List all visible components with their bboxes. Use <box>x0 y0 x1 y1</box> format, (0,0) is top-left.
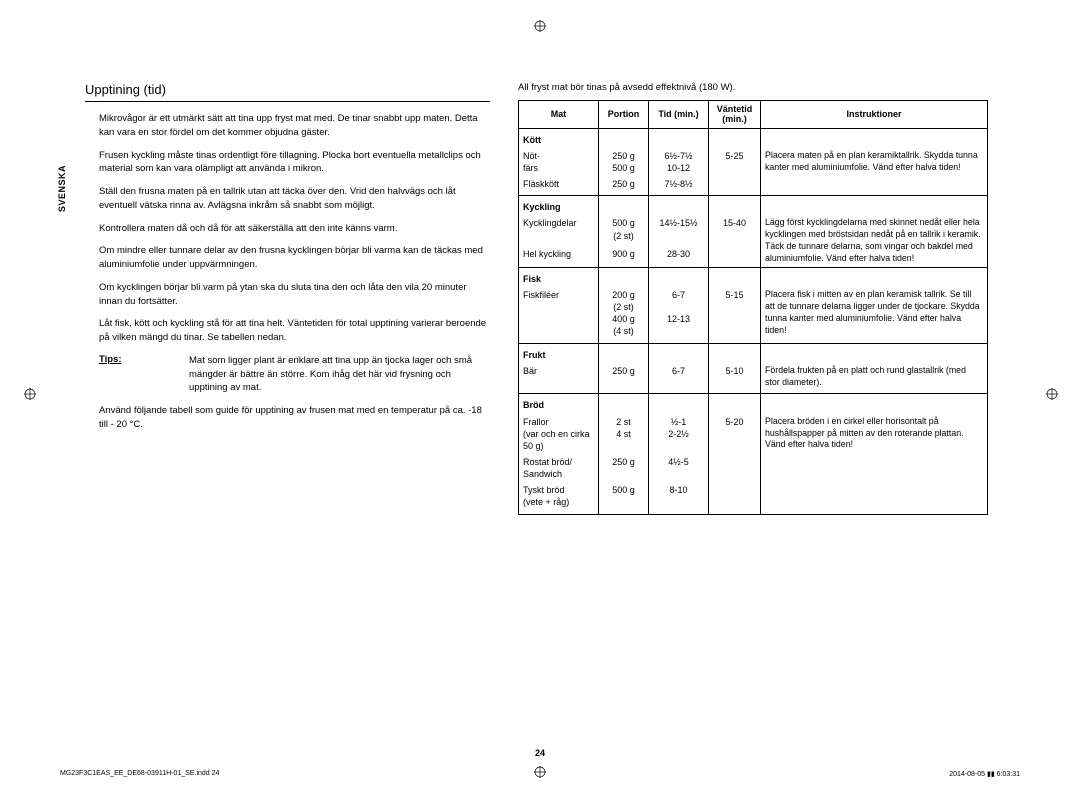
cell: 5-10 <box>709 363 761 394</box>
cell: Hel kyckling <box>519 246 599 267</box>
cell: 250 g <box>599 454 649 482</box>
body-paragraph: Mikrovågor är ett utmärkt sätt att tina … <box>99 112 490 140</box>
th-portion: Portion <box>599 101 649 129</box>
cell: Nöt-färs <box>519 148 599 176</box>
page-content: SVENSKA Upptining (tid) Mikrovågor är et… <box>85 82 995 515</box>
tips-text: Mat som ligger plant är enklare att tina… <box>189 354 490 395</box>
cell: 250 g <box>599 363 649 394</box>
cell: 15-40 <box>709 215 761 267</box>
cell: ½-12-2½ <box>649 414 709 454</box>
right-column: All fryst mat bör tinas på avsedd effekt… <box>518 82 988 515</box>
registration-mark-icon <box>1046 388 1058 400</box>
cell: 500 g(2 st) <box>599 215 649 246</box>
cell: 5-20 <box>709 414 761 514</box>
language-label: SVENSKA <box>57 165 67 212</box>
cell: Placera bröden i en cirkel eller horison… <box>761 414 988 514</box>
category-cell: Frukt <box>519 343 599 363</box>
cell: 6-712-13 <box>649 287 709 343</box>
cell: Fördela frukten på en platt och rund gla… <box>761 363 988 394</box>
cell: Fiskfiléer <box>519 287 599 343</box>
cell: Tyskt bröd(vete + råg) <box>519 482 599 514</box>
cell: 6½-7½10-12 <box>649 148 709 176</box>
cell: 5-15 <box>709 287 761 343</box>
cell: 250 g500 g <box>599 148 649 176</box>
registration-mark-icon <box>534 20 546 32</box>
table-row: Bär250 g6-75-10Fördela frukten på en pla… <box>519 363 988 394</box>
th-tid: Tid (min.) <box>649 101 709 129</box>
cell: 5-25 <box>709 148 761 196</box>
page-number: 24 <box>0 748 1080 758</box>
cell: Placera maten på en plan keramiktallrik.… <box>761 148 988 196</box>
left-column: SVENSKA Upptining (tid) Mikrovågor är et… <box>85 82 490 515</box>
th-wait: Väntetid (min.) <box>709 101 761 129</box>
cell: Rostat bröd/Sandwich <box>519 454 599 482</box>
cell: Lägg först kycklingdelarna med skinnet n… <box>761 215 988 267</box>
registration-mark-icon <box>24 388 36 400</box>
cell: 250 g <box>599 176 649 196</box>
cell: Frallor(var och en cirka 50 g) <box>519 414 599 454</box>
cell: Fläskkött <box>519 176 599 196</box>
tips-label: Tips: <box>99 354 189 395</box>
tips-row: Tips: Mat som ligger plant är enklare at… <box>99 354 490 395</box>
section-title: Upptining (tid) <box>85 82 490 102</box>
footer-left: MG23F3C1EAS_EE_DE68-03911H-01_SE.indd 24 <box>60 770 219 777</box>
table-row: Fiskfiléer200 g(2 st)400 g(4 st)6-712-13… <box>519 287 988 343</box>
body-paragraph: Frusen kyckling måste tinas ordentligt f… <box>99 149 490 177</box>
cell: Bär <box>519 363 599 394</box>
cell: 6-7 <box>649 363 709 394</box>
category-cell: Kyckling <box>519 196 599 216</box>
table-row: Frallor(var och en cirka 50 g)2 st4 st½-… <box>519 414 988 454</box>
cell: 500 g <box>599 482 649 514</box>
cell: 2 st4 st <box>599 414 649 454</box>
cell: 900 g <box>599 246 649 267</box>
cell: 200 g(2 st)400 g(4 st) <box>599 287 649 343</box>
body-paragraph: Om kycklingen börjar bli varm på ytan sk… <box>99 281 490 309</box>
right-intro: All fryst mat bör tinas på avsedd effekt… <box>518 82 988 93</box>
category-cell: Kött <box>519 128 599 148</box>
cell: 8-10 <box>649 482 709 514</box>
closing-paragraph: Använd följande tabell som guide för upp… <box>99 404 490 432</box>
body-paragraph: Kontrollera maten då och då för att säke… <box>99 222 490 236</box>
body-paragraph: Låt fisk, kött och kyckling stå för att … <box>99 317 490 345</box>
th-instr: Instruktioner <box>761 101 988 129</box>
table-row: Nöt-färs250 g500 g6½-7½10-125-25Placera … <box>519 148 988 176</box>
cell: 4½-5 <box>649 454 709 482</box>
category-cell: Bröd <box>519 394 599 414</box>
table-row: Kycklingdelar500 g(2 st)14½-15½15-40Lägg… <box>519 215 988 246</box>
body-paragraph: Om mindre eller tunnare delar av den fru… <box>99 244 490 272</box>
body-paragraph: Ställ den frusna maten på en tallrik uta… <box>99 185 490 213</box>
category-cell: Fisk <box>519 267 599 287</box>
registration-mark-icon <box>534 766 546 778</box>
cell: 14½-15½ <box>649 215 709 246</box>
cell: Kycklingdelar <box>519 215 599 246</box>
defrost-table: Mat Portion Tid (min.) Väntetid (min.) I… <box>518 100 988 515</box>
cell: Placera fisk i mitten av en plan keramis… <box>761 287 988 343</box>
cell: 28-30 <box>649 246 709 267</box>
th-mat: Mat <box>519 101 599 129</box>
cell: 7½-8½ <box>649 176 709 196</box>
footer-right: 2014-08-05 ▮▮ 6:03:31 <box>949 770 1020 778</box>
